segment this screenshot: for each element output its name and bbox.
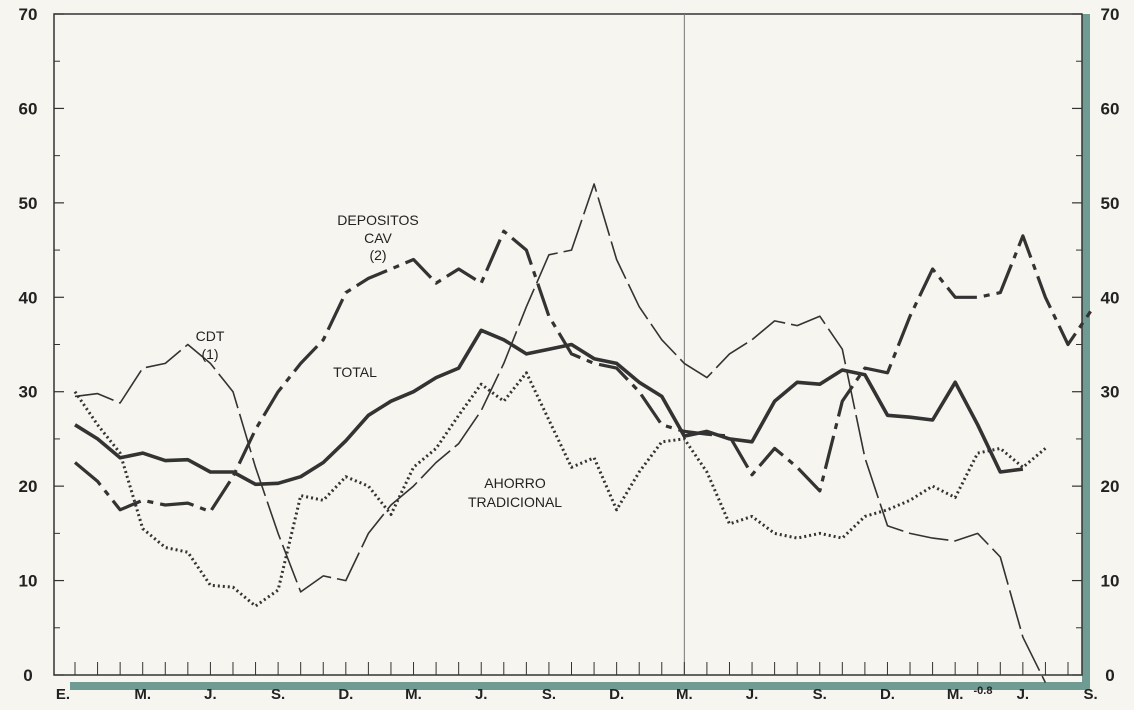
x-tick-label-0: E. bbox=[56, 686, 70, 703]
x-tick-label-12: D. bbox=[880, 686, 895, 703]
x-tick-label-15: S. bbox=[1083, 686, 1097, 703]
x-tick-label-4: D. bbox=[338, 686, 353, 703]
x-tick-label-14: J. bbox=[1017, 686, 1030, 703]
x-tick-label-7: S. bbox=[542, 686, 556, 703]
annotation-label: -0.8 bbox=[974, 685, 993, 697]
x-tick-label-2: J. bbox=[204, 686, 217, 703]
x-tick-label-6: J. bbox=[475, 686, 488, 703]
y-tick-label-left-0: 0 bbox=[23, 666, 32, 685]
y-tick-label-left-20: 20 bbox=[19, 477, 38, 496]
ahorro-label-line2: TRADICIONAL bbox=[468, 494, 562, 510]
y-tick-label-left-40: 40 bbox=[19, 288, 38, 307]
grid bbox=[683, 14, 685, 675]
x-tick-label-3: S. bbox=[271, 686, 285, 703]
y-tick-label-right-10: 10 bbox=[1101, 572, 1120, 591]
y-axis-right: 0 10 20 30 40 50 60 70 bbox=[1072, 5, 1119, 685]
x-tick-label-9: M. bbox=[676, 686, 693, 703]
cdt-label-line1: CDT bbox=[196, 328, 225, 344]
x-tick-label-1: M. bbox=[134, 686, 151, 703]
y-tick-label-left-30: 30 bbox=[19, 383, 38, 402]
x-tick-label-10: J. bbox=[746, 686, 759, 703]
frame-right-bar bbox=[1082, 14, 1090, 690]
y-tick-label-left-10: 10 bbox=[19, 572, 38, 591]
y-tick-label-left-60: 60 bbox=[19, 99, 38, 118]
x-axis: E.M.J.S.D.M.J.S.D.M.J.S.D.M.J.S.D. bbox=[56, 662, 1098, 703]
depositos-label-line1: DEPOSITOS bbox=[337, 212, 418, 228]
y-tick-label-right-30: 30 bbox=[1101, 383, 1120, 402]
total-label: TOTAL bbox=[333, 364, 377, 380]
y-tick-label-left-70: 70 bbox=[19, 5, 38, 24]
x-tick-label-13: M. bbox=[947, 686, 964, 703]
depositos-label-line3: (2) bbox=[369, 247, 386, 263]
series-group bbox=[73, 183, 1092, 683]
x-tick-label-5: M. bbox=[405, 686, 422, 703]
x-tick-label-8: D. bbox=[609, 686, 624, 703]
cdt-label-line2: (1) bbox=[201, 346, 218, 362]
ahorro-label-line1: AHORRO bbox=[484, 475, 546, 491]
y-tick-label-right-50: 50 bbox=[1101, 194, 1120, 213]
series-line-cdt bbox=[74, 183, 1047, 683]
y-tick-label-left-50: 50 bbox=[19, 194, 38, 213]
x-tick-label-11: S. bbox=[813, 686, 827, 703]
y-tick-label-right-0: 0 bbox=[1105, 666, 1114, 685]
depositos-label-line2: CAV bbox=[364, 230, 392, 246]
frame-bottom-bar bbox=[70, 682, 1090, 690]
y-tick-label-right-70: 70 bbox=[1101, 5, 1120, 24]
series-line-depositos bbox=[73, 229, 1092, 514]
series-line-ahorro bbox=[73, 371, 1047, 608]
y-tick-label-right-60: 60 bbox=[1101, 99, 1120, 118]
y-axis-left: 0 10 20 30 40 50 60 70 bbox=[19, 5, 64, 685]
y-tick-label-right-20: 20 bbox=[1101, 477, 1120, 496]
y-tick-label-right-40: 40 bbox=[1101, 288, 1120, 307]
series-line-total bbox=[74, 328, 1024, 487]
